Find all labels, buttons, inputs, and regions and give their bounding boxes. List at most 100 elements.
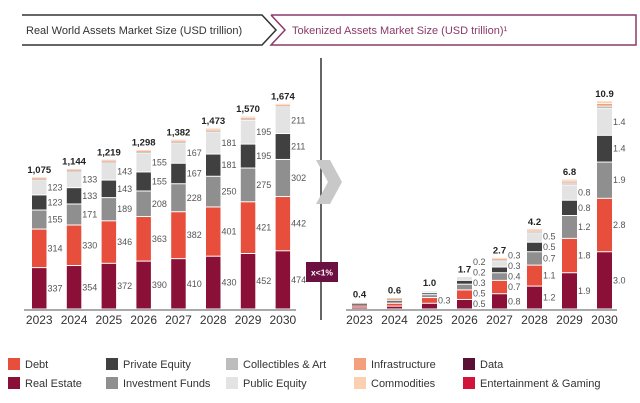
segment-label: 0.3 bbox=[438, 295, 451, 305]
bar-segment-debt bbox=[387, 303, 402, 306]
bar-segment-debt bbox=[597, 198, 612, 252]
bar-segment-infrastructure bbox=[492, 259, 507, 260]
legend-swatch bbox=[354, 377, 366, 389]
x-tick-label: 2024 bbox=[381, 313, 408, 327]
bar-segment-investment-funds bbox=[101, 198, 117, 221]
legend-swatch bbox=[463, 358, 475, 370]
bar-segment-debt bbox=[527, 265, 542, 286]
legend-swatch bbox=[8, 377, 20, 389]
bar-segment-private-equity bbox=[275, 134, 291, 159]
bar-segment-debt bbox=[171, 212, 186, 259]
bar-segment-investment-funds bbox=[171, 184, 186, 212]
legend-label: Commodities bbox=[371, 378, 436, 390]
segment-label: 189 bbox=[117, 204, 132, 214]
legend-swatch bbox=[226, 358, 238, 370]
segment-label: 123 bbox=[48, 197, 63, 207]
bar-segment-investment-funds bbox=[562, 215, 577, 238]
bar-total-label: 0.4 bbox=[353, 289, 367, 300]
right-header-frame bbox=[269, 14, 637, 46]
bar-segment-private-equity bbox=[492, 267, 507, 273]
bar-total-label: 1.7 bbox=[458, 265, 471, 276]
bar-segment-private-equity bbox=[457, 280, 472, 284]
bar-segment-private-equity bbox=[101, 180, 117, 198]
bar-segment-public-equity bbox=[101, 163, 117, 180]
bar-segment-collectibles-art bbox=[32, 179, 47, 181]
bar-segment-private-equity bbox=[240, 144, 256, 168]
bar-total-label: 1,382 bbox=[167, 127, 191, 138]
segment-label: 354 bbox=[82, 282, 97, 292]
bar-segment-debt bbox=[275, 197, 291, 251]
bar-segment-real-estate bbox=[206, 256, 221, 309]
segment-label: 401 bbox=[222, 227, 237, 237]
segment-label: 314 bbox=[48, 243, 63, 253]
x-tick-label: 2027 bbox=[165, 313, 192, 327]
bar-segment-private-equity bbox=[387, 300, 402, 302]
bar-segment-collectibles-art bbox=[275, 106, 291, 108]
segment-label: 1.1 bbox=[543, 271, 556, 281]
bar-segment-debt bbox=[66, 225, 82, 266]
segment-label: 0.5 bbox=[473, 299, 486, 309]
segment-label: 143 bbox=[117, 184, 132, 194]
bar-segment-public-equity bbox=[66, 171, 82, 188]
left-header: Real World Assets Market Size (USD trill… bbox=[22, 14, 278, 46]
bar-segment-collectibles-art bbox=[562, 183, 577, 185]
segment-label: 0.4 bbox=[508, 272, 521, 282]
bar-segment-infrastructure bbox=[240, 117, 256, 119]
x-tick-label: 2030 bbox=[591, 313, 618, 327]
bar-segment-debt bbox=[240, 202, 256, 253]
x-tick-label: 2027 bbox=[486, 313, 513, 327]
bar-segment-public-equity bbox=[457, 277, 472, 280]
bar-segment-commodities bbox=[136, 150, 151, 151]
legend-label: Collectibles & Art bbox=[243, 359, 326, 371]
bar-segment-collectibles-art bbox=[171, 141, 186, 143]
segment-label: 1.2 bbox=[543, 293, 556, 303]
x-tick-label: 2028 bbox=[200, 313, 227, 327]
segment-label: 167 bbox=[187, 169, 202, 179]
segment-label: 346 bbox=[117, 237, 132, 247]
segment-label: 0.5 bbox=[543, 242, 556, 252]
left-header-frame bbox=[22, 14, 278, 46]
bar-segment-private-equity bbox=[597, 135, 612, 162]
segment-label: 2.8 bbox=[613, 220, 626, 230]
legend-label: Private Equity bbox=[123, 359, 191, 371]
bars-layer: 337 314 155 123 123 1,075 2023 354 330 171 133 133 1… bbox=[26, 89, 626, 327]
bar-segment-debt bbox=[101, 221, 117, 263]
bar-segment-debt bbox=[206, 207, 221, 256]
bar-segment-public-equity bbox=[527, 233, 542, 242]
bar-segment-collectibles-art bbox=[492, 260, 507, 262]
x-tick-label: 2029 bbox=[235, 313, 262, 327]
left-chart-title: Real World Assets Market Size (USD trill… bbox=[26, 25, 242, 37]
x-tick-label: 2026 bbox=[130, 313, 157, 327]
bar-total-label: 1,075 bbox=[27, 165, 51, 176]
bar-segment-real-estate bbox=[492, 294, 507, 309]
legend-swatch bbox=[226, 377, 238, 389]
bar-segment-collectibles-art bbox=[136, 152, 151, 154]
chevron-right-icon bbox=[316, 160, 342, 204]
legend-label: Data bbox=[480, 359, 504, 371]
segment-label: 372 bbox=[117, 281, 132, 291]
legend-label: Investment Funds bbox=[123, 378, 211, 390]
bar-segment-debt bbox=[422, 298, 437, 303]
segment-label: 452 bbox=[256, 276, 271, 286]
bar-segment-debt bbox=[562, 238, 577, 273]
bar-segment-collectibles-art bbox=[387, 299, 402, 301]
segment-label: 442 bbox=[291, 219, 306, 229]
bar-segment-real-estate bbox=[352, 307, 367, 309]
x-tick-label: 2023 bbox=[26, 313, 53, 327]
segment-label: 228 bbox=[187, 193, 202, 203]
bar-segment-commodities bbox=[527, 229, 542, 231]
right-chart-title: Tokenized Assets Market Size (USD trilli… bbox=[292, 25, 508, 37]
right-header: Tokenized Assets Market Size (USD trilli… bbox=[269, 14, 637, 46]
legend-label: Real Estate bbox=[25, 378, 82, 390]
bar-segment-debt bbox=[32, 229, 47, 268]
bar-segment-public-equity bbox=[275, 108, 291, 134]
bar-total-label: 6.8 bbox=[563, 167, 576, 178]
bar-segment-real-estate bbox=[387, 306, 402, 309]
bar-segment-public-equity bbox=[597, 109, 612, 135]
bar-segment-real-estate bbox=[136, 261, 151, 309]
bar-segment-infrastructure bbox=[387, 298, 402, 300]
bar-segment-commodities bbox=[101, 159, 117, 161]
bar-segment-private-equity bbox=[527, 242, 542, 252]
bar-segment-collectibles-art bbox=[240, 119, 256, 121]
bar-segment-public-equity bbox=[492, 261, 507, 267]
